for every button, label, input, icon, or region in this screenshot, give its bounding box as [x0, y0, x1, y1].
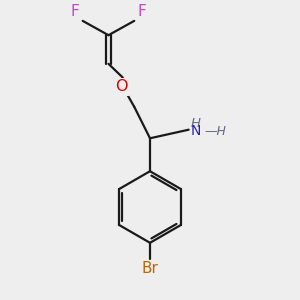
Text: Br: Br	[142, 261, 158, 276]
Text: O: O	[115, 79, 128, 94]
Text: F: F	[138, 4, 146, 20]
Text: —H: —H	[204, 124, 226, 138]
Text: F: F	[70, 4, 79, 20]
Text: N: N	[191, 124, 201, 138]
Text: H: H	[191, 117, 201, 130]
